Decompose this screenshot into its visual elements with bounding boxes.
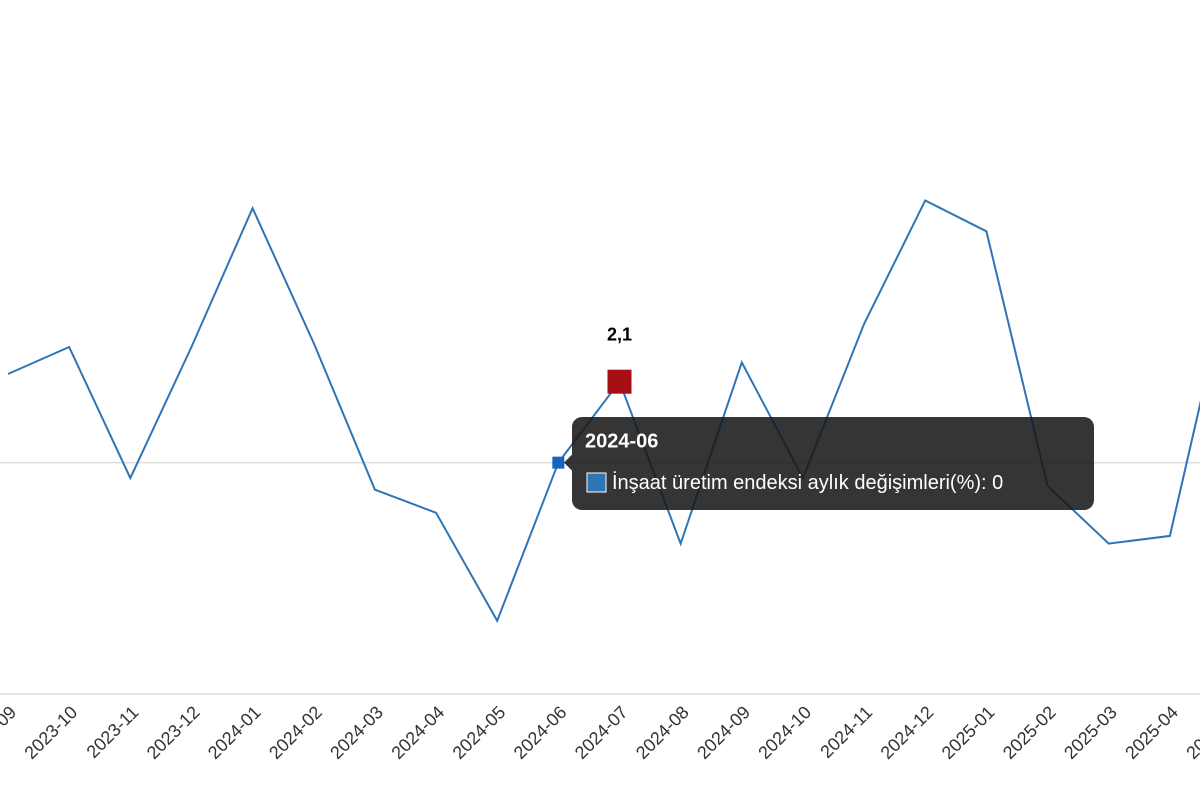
x-tick-label: 2023-10 (20, 702, 81, 763)
series-line (7, 199, 1200, 624)
x-tick-label: 2025-01 (938, 702, 999, 763)
x-tick-label: 2024-02 (265, 702, 326, 763)
x-tick-label: 2025-02 (999, 702, 1060, 763)
tooltip-title: 2024-06 (585, 430, 658, 452)
x-tick-label: 2025-03 (1060, 702, 1121, 763)
tooltip-text: İnşaat üretim endeksi aylık değişimleri(… (612, 471, 1003, 494)
x-tick-label: 2024-08 (632, 702, 693, 763)
x-tick-label: 2025-04 (1121, 702, 1182, 763)
x-tick-label: 2023-09 (0, 702, 20, 763)
tooltip-value: 0 (992, 472, 1003, 494)
tooltip-box (564, 417, 1094, 510)
x-tick-label: 2024-05 (449, 702, 510, 763)
tooltip-series-name: İnşaat üretim endeksi aylık değişimleri(… (612, 471, 981, 494)
x-tick-label: 2024-11 (816, 702, 876, 762)
x-tick-label: 2023-11 (83, 702, 143, 762)
x-tick-label: 2024-01 (204, 702, 265, 763)
x-tick-label: 2024-10 (754, 702, 815, 763)
x-tick-label: 2023-12 (143, 702, 204, 763)
tooltip-swatch (586, 472, 607, 493)
hover-marker (552, 456, 565, 469)
data-label: 2,1 (607, 324, 632, 344)
tooltip: 2024-06 İnşaat üretim endeksi aylık değiş… (564, 417, 1094, 510)
x-tick-label: 2024-04 (387, 702, 448, 763)
x-tick-label: 2025-05 (1182, 702, 1200, 763)
highlight-marker (607, 369, 632, 394)
x-tick-label: 2024-07 (571, 702, 632, 763)
x-tick-label: 2024-06 (510, 702, 571, 763)
x-tick-label: 2024-09 (693, 702, 754, 763)
tooltip-separator: : (981, 472, 992, 494)
x-tick-label: 2024-03 (326, 702, 387, 763)
x-tick-label: 2024-12 (877, 702, 938, 763)
